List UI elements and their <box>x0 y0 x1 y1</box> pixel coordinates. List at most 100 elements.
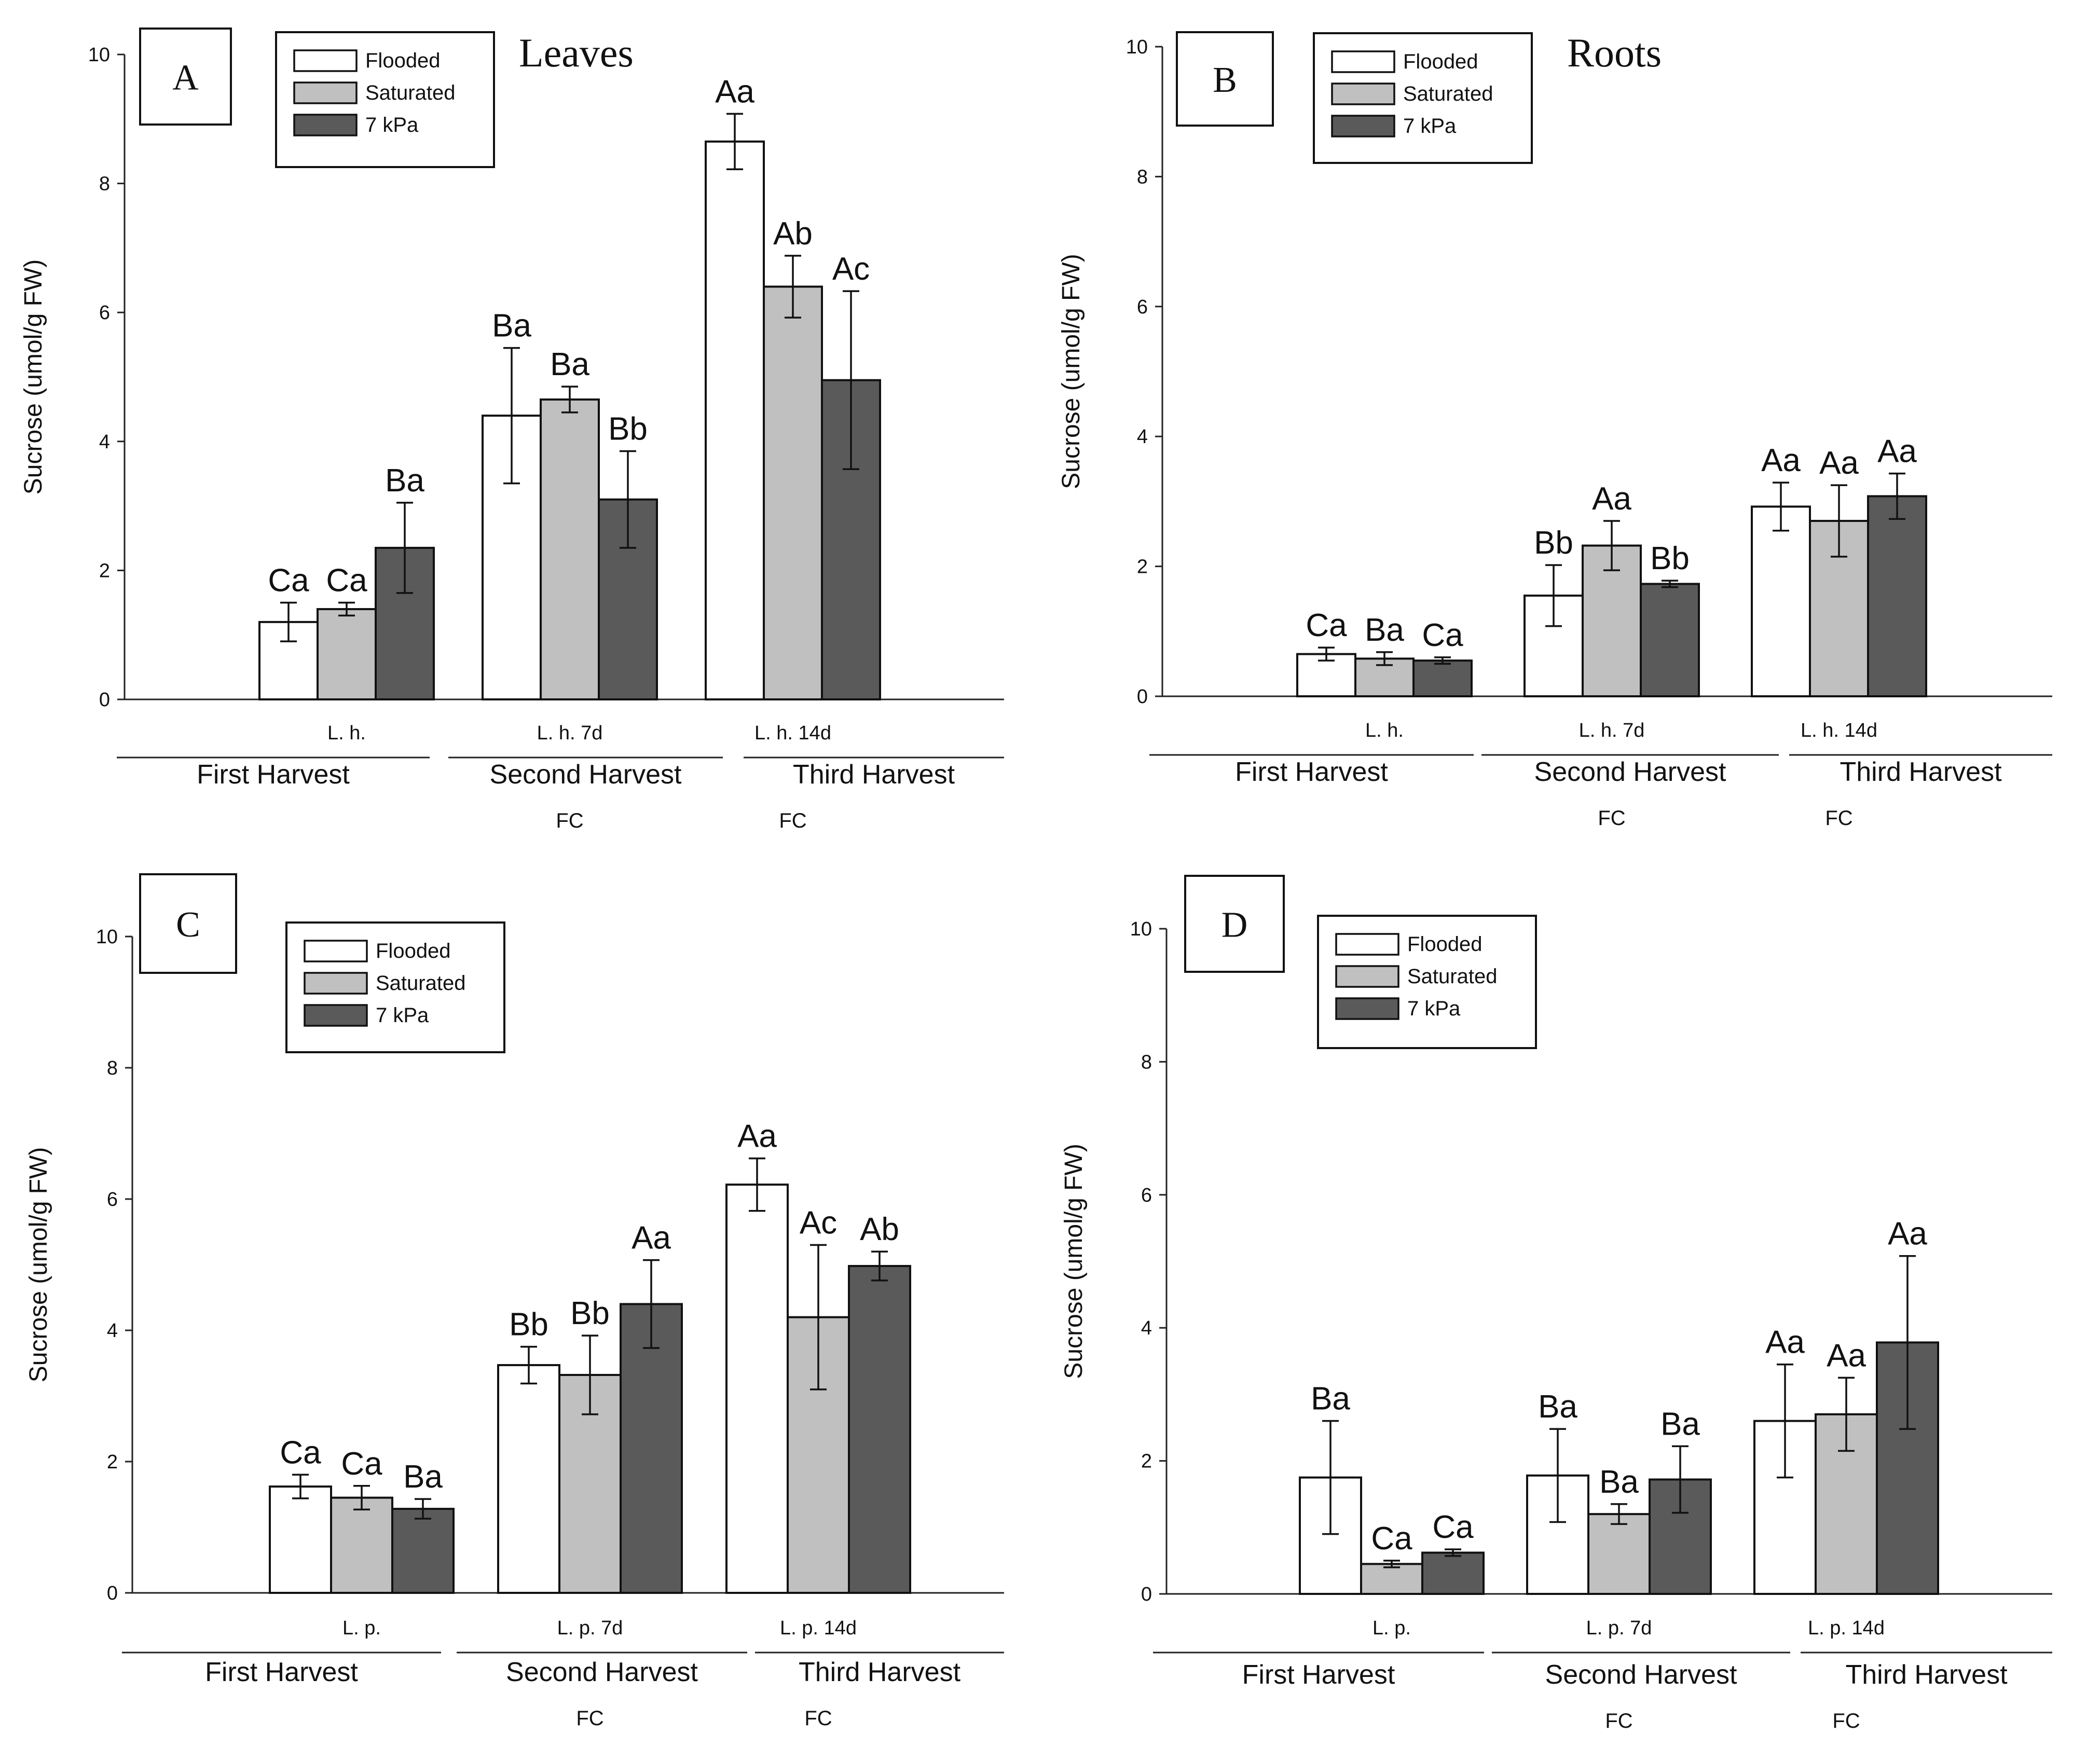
group-label: L. h. 14d <box>754 722 831 744</box>
chart-panel-d: 0 2 4 6 8 10 Sucrose (umol/g FW) Ba Ba Aa Ca Ba Aa Ca… <box>1060 875 2052 1732</box>
group-label: L. h. 14d <box>1801 720 1877 741</box>
legend-label: Saturated <box>1403 82 1493 105</box>
bar <box>497 1364 560 1594</box>
bar <box>725 1183 789 1594</box>
fc-label: FC <box>1605 1710 1632 1732</box>
y-tick-label: 0 <box>107 1582 118 1604</box>
bar <box>330 1496 393 1594</box>
bar <box>269 1485 332 1594</box>
y-tick-label: 6 <box>1137 296 1148 318</box>
significance-letter: Aa <box>715 74 754 109</box>
y-tick-label: 8 <box>99 173 110 195</box>
legend: Flooded Saturated 7 kPa <box>275 31 495 168</box>
legend-swatch <box>1335 965 1399 988</box>
bar <box>1640 583 1700 698</box>
significance-letter: Ba <box>492 308 531 344</box>
legend-label: 7 kPa <box>1403 115 1457 137</box>
category-label: Second Harvest <box>490 760 682 790</box>
category-label: First Harvest <box>205 1657 358 1687</box>
y-tick-label: 4 <box>99 431 110 453</box>
group-label: L. h. 7d <box>1579 720 1645 741</box>
legend-swatch <box>293 114 358 136</box>
y-tick-label: 0 <box>99 689 110 711</box>
significance-letter: Aa <box>1877 434 1917 470</box>
y-tick-label: 8 <box>1137 166 1148 188</box>
y-tick-label: 10 <box>96 926 118 948</box>
legend-label: Saturated <box>365 81 455 104</box>
significance-letter: Aa <box>1592 481 1631 517</box>
legend: Flooded Saturated 7 kPa <box>1317 915 1537 1049</box>
panel-label: C <box>176 905 200 945</box>
significance-letter: Aa <box>1888 1216 1927 1252</box>
bar <box>540 398 600 700</box>
significance-letter: Ba <box>385 463 424 499</box>
fc-label: FC <box>779 809 806 832</box>
y-tick-label: 2 <box>1141 1451 1152 1472</box>
chart-panel-c: 0 2 4 6 8 10 Sucrose (umol/g FW) Ca Bb Aa Ca Bb Ac Ba… <box>25 873 1004 1730</box>
bar <box>1867 495 1927 697</box>
chart-title: Leaves <box>519 30 634 75</box>
significance-letter: Ca <box>280 1435 321 1470</box>
significance-letter: Ba <box>1538 1389 1577 1425</box>
group-label: L. p. 14d <box>780 1617 857 1639</box>
significance-letter: Bb <box>1650 541 1690 576</box>
y-axis-label: Sucrose (umol/g FW) <box>1058 254 1085 489</box>
category-label: First Harvest <box>197 760 350 790</box>
significance-letter: Ba <box>403 1459 443 1495</box>
bar <box>1360 1563 1423 1595</box>
fc-label: FC <box>576 1707 603 1730</box>
y-tick-label: 2 <box>1137 556 1148 578</box>
group-label: L. h. <box>1365 720 1404 741</box>
legend-swatch <box>1335 933 1399 956</box>
panel-label-box <box>139 873 237 974</box>
group-label: L. h. 7d <box>537 722 603 744</box>
significance-letter: Ac <box>832 251 870 287</box>
bar <box>558 1374 622 1594</box>
y-tick-label: 4 <box>1137 426 1148 448</box>
legend-label: Flooded <box>1407 933 1483 956</box>
y-tick-label: 10 <box>88 44 110 66</box>
bar <box>391 1508 455 1594</box>
category-label: First Harvest <box>1242 1660 1395 1690</box>
significance-letter: Bb <box>1534 525 1573 561</box>
significance-letter: Aa <box>1827 1338 1866 1373</box>
panel-label: D <box>1221 905 1248 945</box>
category-label: Third Harvest <box>793 760 955 790</box>
bar <box>848 1265 911 1594</box>
significance-letter: Bb <box>509 1307 548 1343</box>
category-label: Third Harvest <box>799 1657 961 1687</box>
legend-swatch <box>1335 997 1399 1020</box>
significance-letter: Aa <box>737 1119 777 1154</box>
y-tick-label: 4 <box>107 1320 118 1342</box>
fc-label: FC <box>1832 1710 1860 1732</box>
category-label: First Harvest <box>1235 757 1388 787</box>
significance-letter: Ba <box>1365 612 1404 648</box>
legend-label: Flooded <box>376 940 451 962</box>
category-label: Second Harvest <box>506 1657 698 1687</box>
legend-swatch <box>304 940 368 962</box>
fc-label: FC <box>804 1707 832 1730</box>
chart-panel-b: 0 2 4 6 8 10 Sucrose (umol/g FW) Ca Bb Aa Ba Aa Aa Ca… <box>1058 30 2052 830</box>
bar <box>1412 659 1473 698</box>
significance-letter: Aa <box>1819 445 1859 481</box>
y-tick-label: 2 <box>99 560 110 582</box>
significance-letter: Ba <box>550 347 589 382</box>
legend-swatch <box>1331 50 1395 73</box>
y-axis-label: Sucrose (umol/g FW) <box>1060 1144 1088 1379</box>
group-label: L. h. <box>327 722 366 744</box>
significance-letter: Ba <box>1660 1406 1700 1442</box>
group-label: L. p. 7d <box>1586 1617 1652 1639</box>
y-tick-label: 6 <box>99 302 110 324</box>
bar <box>1421 1551 1485 1595</box>
significance-letter: Aa <box>1765 1325 1805 1360</box>
y-tick-label: 10 <box>1130 918 1152 940</box>
group-label: L. p. 14d <box>1808 1617 1885 1639</box>
legend-swatch <box>304 972 368 995</box>
bar <box>705 140 765 700</box>
group-label: L. p. <box>1372 1617 1411 1639</box>
y-axis-label: Sucrose (umol/g FW) <box>25 1147 52 1382</box>
significance-letter: Ac <box>800 1205 837 1241</box>
y-tick-label: 8 <box>107 1057 118 1079</box>
legend-label: 7 kPa <box>1407 997 1461 1020</box>
significance-letter: Ca <box>326 563 367 599</box>
